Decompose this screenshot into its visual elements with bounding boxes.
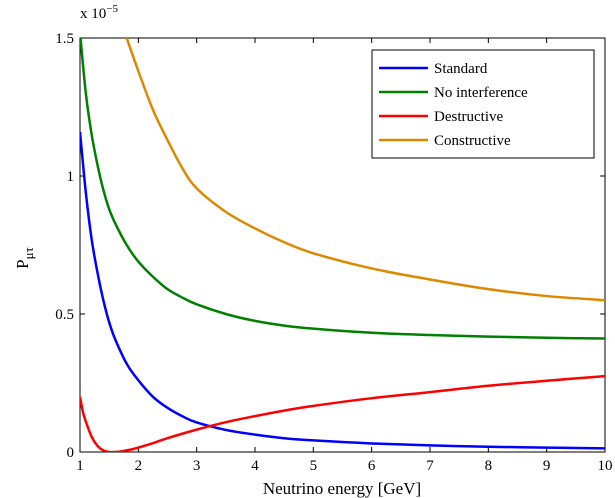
series-line-destructive <box>80 374 605 452</box>
x-tick-label: 3 <box>193 458 201 474</box>
series-line-constructive <box>125 38 605 302</box>
y-axis-label-main: P <box>13 259 32 268</box>
y-exponent-power: −5 <box>106 3 118 15</box>
x-tick-label: 6 <box>368 458 376 474</box>
x-tick-label: 9 <box>543 458 551 474</box>
y-exponent-label: x 10−5 <box>80 3 118 22</box>
x-axis-label: Neutrino energy [GeV] <box>263 479 421 498</box>
series-line-standard <box>80 131 605 450</box>
legend-label-destructive: Destructive <box>434 109 503 125</box>
legend: Standard No interference Destructive Constr… <box>371 49 595 159</box>
y-axis-label: Pμτ <box>13 247 36 269</box>
y-exponent-base: x 10 <box>80 6 106 22</box>
legend-label-constructive: Constructive <box>434 133 511 149</box>
series-line-no-interference <box>80 38 605 340</box>
x-tick-label: 5 <box>310 458 318 474</box>
y-axis-label-subscript: μτ <box>21 247 36 259</box>
y-tick-label: 0 <box>67 445 75 461</box>
x-tick-label: 7 <box>426 458 434 474</box>
x-tick-label: 4 <box>251 458 259 474</box>
y-tick-label: 1 <box>67 169 75 185</box>
x-tick-label: 10 <box>598 458 613 474</box>
legend-label-no-interference: No interference <box>434 85 528 101</box>
x-tick-label: 1 <box>76 458 84 474</box>
x-tick-label: 8 <box>485 458 493 474</box>
y-tick-label: 1.5 <box>55 31 74 47</box>
y-tick-label: 0.5 <box>55 307 74 323</box>
series-lines <box>80 38 605 452</box>
legend-label-standard: Standard <box>434 61 488 77</box>
x-tick-label: 2 <box>135 458 143 474</box>
